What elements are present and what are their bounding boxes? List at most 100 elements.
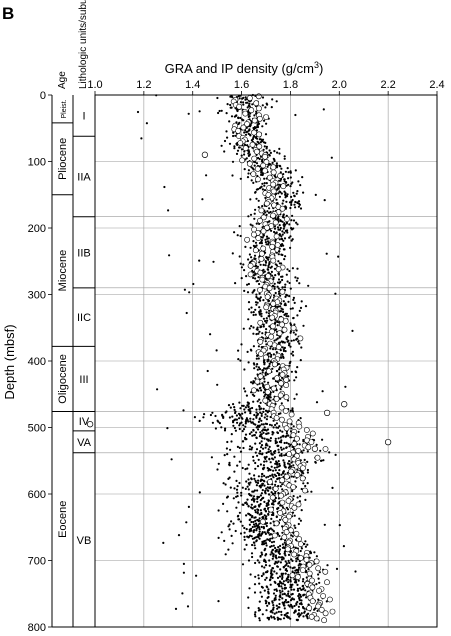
gra-density-point [273,267,277,270]
gra-density-point [255,365,258,368]
gra-density-point [296,587,300,590]
gra-density-point [233,147,236,150]
ip-density-point [277,510,284,516]
gra-density-point [289,176,292,179]
gra-density-point [246,291,250,294]
gra-density-point [295,603,298,606]
gra-density-point [294,206,297,209]
gra-density-point [274,594,277,597]
gra-density-point [220,109,223,112]
gra-density-point [276,607,279,610]
gra-density-point [209,333,212,336]
gra-density-point [238,146,241,149]
gra-density-point [257,428,260,431]
gra-density-point [280,448,283,451]
gra-density-point [185,311,188,315]
gra-density-point [241,524,244,527]
gra-density-point [277,610,280,613]
gra-density-point [271,549,274,552]
gra-density-point [270,465,273,468]
gra-density-point [297,571,300,574]
gra-density-point [257,276,260,279]
gra-density-point [226,103,229,106]
gra-density-point [273,285,276,288]
gra-density-point [281,577,284,581]
gra-density-point [261,484,264,487]
gra-density-point [254,519,257,523]
gra-density-point [273,150,276,153]
gra-density-point [220,531,223,534]
gra-density-point [252,128,256,131]
ip-density-point [283,376,290,383]
gra-density-point [264,260,267,263]
gra-density-point [295,581,298,584]
gra-density-point [254,277,257,280]
gra-density-point [253,541,256,544]
gra-density-point [265,502,268,505]
gra-density-point [260,414,263,417]
gra-density-point [299,519,302,522]
ip-density-point [260,245,267,252]
gra-density-point [268,149,271,152]
gra-density-point [273,617,276,620]
gra-density-point [186,605,190,608]
gra-density-point [231,415,234,418]
gra-density-point [295,571,298,574]
gra-density-point [253,212,256,215]
gra-density-point [278,469,281,472]
gra-density-point [265,432,268,435]
gra-density-point [234,429,237,432]
ip-density-point [277,172,283,179]
gra-density-point [233,408,236,411]
ip-density-point [278,380,284,387]
gra-density-point [249,213,253,216]
gra-density-point [285,338,288,341]
gra-density-point [283,341,286,344]
gra-density-point [261,104,264,107]
gra-density-point [238,401,241,404]
ip-density-point [279,477,286,484]
chart-title-superscript: 3 [314,60,319,70]
gra-density-point [254,313,257,316]
gra-density-point [244,411,247,414]
ip-density-point [258,250,265,257]
gra-density-point [313,551,316,554]
gra-density-point [323,199,326,202]
gra-density-point [275,474,278,478]
gra-density-point [328,451,331,454]
ip-density-point [278,404,285,411]
gra-density-point [243,131,246,134]
gra-density-point [279,349,282,352]
gra-density-point [263,437,266,440]
gra-density-point [282,348,285,351]
gra-density-point [271,576,274,580]
gra-density-point [244,420,247,423]
gra-density-point [292,191,295,194]
gra-density-point [240,148,244,151]
gra-density-point [261,540,264,544]
gra-density-point [267,529,270,532]
ip-density-point [266,174,273,181]
ip-density-point [309,598,316,605]
unit-label: I [82,111,85,123]
gra-density-point [287,183,290,186]
gra-density-point [264,457,267,460]
gra-density-point [304,484,307,488]
gra-density-point [259,141,262,144]
gra-density-point [232,403,235,406]
gra-density-point [271,98,274,101]
gra-density-point [290,370,293,373]
gra-density-point [245,417,248,420]
gra-density-point [277,546,280,549]
gra-density-point [252,181,255,184]
gra-density-point [302,578,305,581]
gra-density-point [247,478,250,481]
gra-density-point [291,307,294,310]
gra-density-point [255,303,258,306]
gra-density-point [283,313,286,316]
gra-density-point [282,349,285,352]
gra-density-point [268,458,271,461]
gra-density-point [253,434,256,437]
gra-density-point [274,274,277,277]
gra-density-point [257,479,260,482]
